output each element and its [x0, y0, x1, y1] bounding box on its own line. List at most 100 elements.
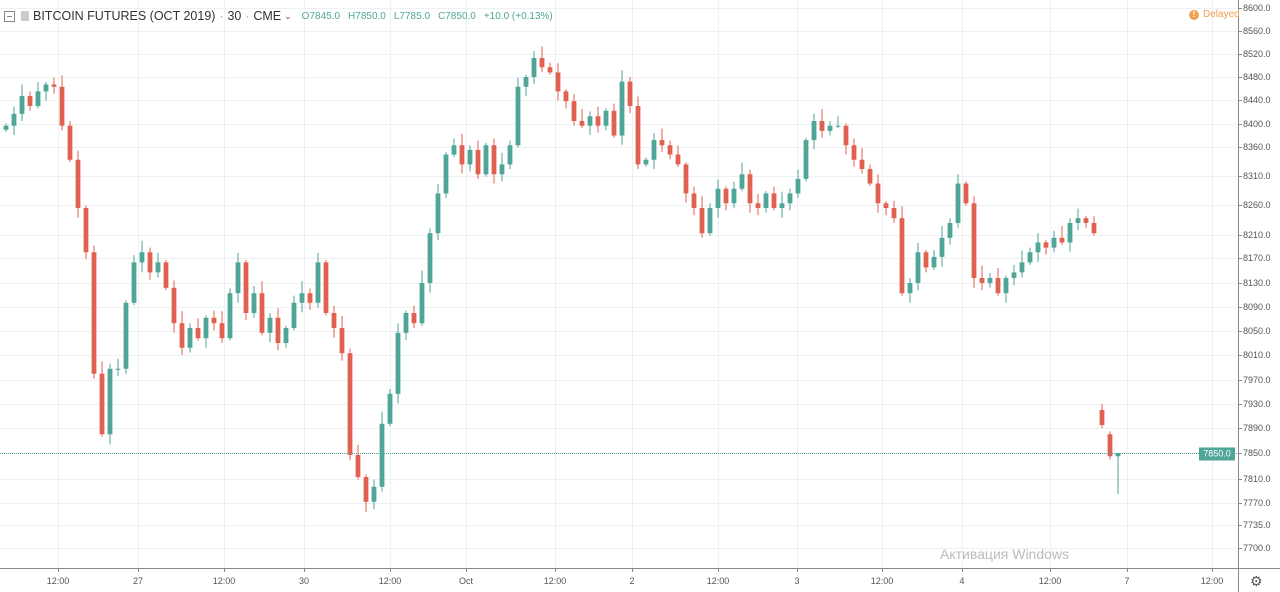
- candle-body: [1091, 223, 1097, 234]
- candle-body: [923, 252, 929, 268]
- candle-body: [851, 145, 857, 160]
- candle: [987, 273, 993, 288]
- time-tick-label: 12:00: [212, 576, 236, 586]
- candle: [667, 140, 673, 160]
- candle-body: [1035, 242, 1041, 253]
- candle: [971, 196, 977, 288]
- candle-body: [475, 149, 481, 175]
- symbol-title[interactable]: BITCOIN FUTURES (OCT 2019): [33, 9, 216, 23]
- candle-body: [491, 145, 497, 175]
- candle: [723, 186, 729, 211]
- candle-body: [611, 110, 617, 136]
- candle-body: [1067, 223, 1073, 243]
- candle: [51, 77, 57, 94]
- candle: [139, 240, 145, 273]
- candle: [979, 265, 985, 291]
- candle-body: [195, 328, 201, 339]
- candle-body: [635, 106, 641, 165]
- candle: [259, 281, 265, 336]
- candle-body: [1051, 237, 1057, 248]
- candle: [195, 318, 201, 341]
- candle: [147, 247, 153, 280]
- candle-body: [187, 328, 193, 348]
- chevron-down-icon[interactable]: ⌄: [284, 10, 292, 21]
- time-tick-label: 12:00: [870, 576, 894, 586]
- candle: [851, 138, 857, 167]
- time-tick-label: 4: [959, 576, 965, 586]
- candle-body: [715, 188, 721, 208]
- price-tick-label: 8090.0: [1243, 302, 1271, 312]
- candle-body: [155, 262, 161, 273]
- candle-body: [515, 86, 521, 146]
- candle: [1091, 215, 1097, 236]
- delayed-label: Delayed: [1203, 9, 1240, 20]
- candle-body: [939, 237, 945, 257]
- candle: [643, 157, 649, 167]
- candle-body: [803, 140, 809, 179]
- candle: [307, 288, 313, 310]
- candle: [907, 278, 913, 303]
- candle: [747, 169, 753, 213]
- separator: ·: [219, 9, 224, 23]
- candle: [659, 128, 665, 153]
- candle: [627, 77, 633, 114]
- candle: [427, 228, 433, 293]
- candle: [131, 255, 137, 306]
- close-value: C7850.0: [438, 10, 476, 22]
- candle-body: [683, 164, 689, 194]
- candle: [1107, 431, 1113, 460]
- candle: [859, 148, 865, 174]
- candle-body: [395, 332, 401, 394]
- candle-body: [35, 91, 41, 106]
- candle: [483, 142, 489, 177]
- price-tick-label: 8560.0: [1243, 26, 1271, 36]
- candle-body: [355, 454, 361, 478]
- candle: [1083, 215, 1089, 228]
- candle-body: [643, 159, 649, 165]
- candle: [3, 123, 9, 133]
- candle: [395, 323, 401, 404]
- candle-body: [387, 393, 393, 424]
- low-value: L7785.0: [393, 10, 431, 22]
- candle: [467, 145, 473, 172]
- delayed-badge[interactable]: ! Delayed: [1189, 9, 1240, 20]
- candle-body: [379, 423, 385, 487]
- candle-body: [747, 174, 753, 204]
- candle-body: [11, 113, 17, 126]
- candle-body: [931, 256, 937, 268]
- candle-body: [1059, 237, 1065, 243]
- collapse-legend-icon[interactable]: [4, 10, 15, 22]
- price-tick-label: 8400.0: [1243, 119, 1271, 129]
- candle: [203, 315, 209, 348]
- candle: [571, 94, 577, 126]
- candle: [163, 259, 169, 291]
- candle-body: [827, 125, 833, 131]
- candle: [539, 46, 545, 72]
- candle: [83, 205, 89, 260]
- candle-body: [1019, 262, 1025, 273]
- candle-body: [499, 164, 505, 175]
- candle-body: [899, 218, 905, 294]
- high-value: H7850.0: [348, 10, 386, 22]
- axis-tick-marks: [58, 8, 1242, 572]
- candle-body: [787, 193, 793, 204]
- candle-body: [947, 223, 953, 238]
- candle: [435, 184, 441, 241]
- candle: [43, 82, 49, 101]
- candle: [75, 150, 81, 218]
- candle: [35, 82, 41, 109]
- candle: [699, 196, 705, 238]
- candle: [27, 91, 33, 111]
- candle: [995, 268, 1001, 296]
- candle-body: [739, 174, 745, 189]
- candle-body: [43, 84, 49, 92]
- candle-body: [971, 203, 977, 278]
- candle: [555, 63, 561, 101]
- time-tick-label: 7: [1124, 576, 1130, 586]
- settings-gear-icon[interactable]: ⚙: [1250, 573, 1263, 589]
- candle: [187, 323, 193, 353]
- candle-body: [547, 67, 553, 73]
- exchange: CME: [253, 9, 282, 23]
- candle-body: [659, 140, 665, 146]
